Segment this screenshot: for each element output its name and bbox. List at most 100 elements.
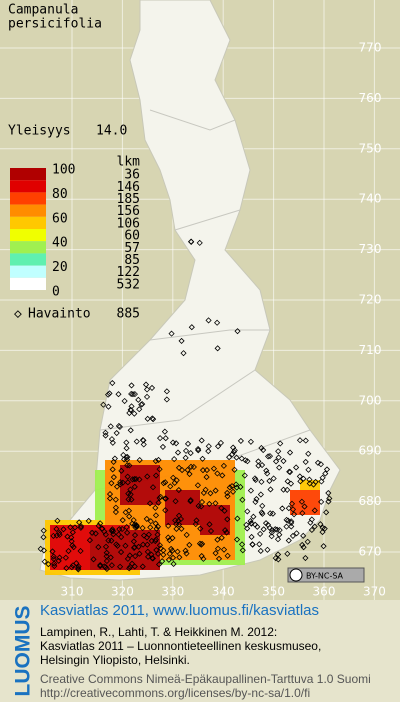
observation-marker (302, 554, 309, 562)
observation-marker (62, 554, 69, 561)
observation-marker (73, 560, 80, 567)
observation-marker (63, 565, 70, 572)
observation-marker (127, 427, 134, 434)
observation-marker (195, 447, 202, 454)
license-line: http://creativecommons.org/licenses/by-n… (40, 686, 310, 700)
observation-marker (317, 521, 324, 528)
observation-marker (40, 534, 47, 541)
observation-marker (89, 529, 96, 536)
observation-marker (135, 543, 142, 550)
y-axis-label: 670 (359, 545, 382, 559)
observation-marker (133, 522, 140, 529)
y-axis-label: 760 (359, 91, 382, 105)
observation-marker (53, 525, 60, 533)
observation-marker (231, 466, 238, 473)
observation-marker (175, 486, 182, 494)
labels: Campanula persicifolia Yleisyys 14.0 lkm… (8, 3, 386, 599)
legend-count: 122 (117, 265, 140, 280)
observation-marker (288, 500, 296, 507)
observation-marker (308, 526, 315, 534)
observation-marker (152, 457, 159, 465)
observation-marker (248, 533, 255, 541)
observation-marker (101, 528, 108, 535)
observation-count: 885 (117, 307, 140, 322)
observations (37, 238, 333, 573)
observation-marker (184, 466, 191, 474)
observation-marker (126, 552, 133, 559)
observation-marker (318, 498, 325, 505)
observation-marker (268, 533, 275, 540)
observation-marker (323, 466, 331, 473)
observation-marker (170, 560, 177, 568)
observation-marker (283, 516, 290, 523)
observation-marker (97, 561, 104, 569)
border (149, 329, 270, 341)
observation-marker (56, 529, 63, 536)
observation-marker (105, 391, 112, 398)
observation-marker (207, 527, 215, 535)
observation-marker (152, 512, 160, 519)
observation-marker (215, 443, 222, 450)
observation-marker (139, 524, 146, 532)
legend-count: 36 (124, 168, 140, 183)
observation-marker (117, 479, 124, 486)
legend-swatch (10, 229, 46, 242)
legend-swatch (10, 216, 46, 229)
observation-marker (162, 435, 169, 442)
observation-marker (37, 545, 44, 552)
x-axis-label: 340 (212, 585, 235, 599)
observation-marker (228, 483, 236, 490)
observation-marker (155, 456, 162, 464)
observation-marker (124, 462, 131, 469)
observation-marker (140, 532, 148, 539)
observation-marker (124, 529, 131, 536)
observation-marker (238, 455, 245, 462)
observation-marker (75, 566, 82, 573)
observation-marker (149, 555, 157, 562)
observation-marker (300, 544, 307, 551)
observation-marker (64, 533, 71, 540)
observation-marker (223, 529, 230, 536)
observation-marker (205, 317, 212, 324)
observation-marker (129, 391, 137, 398)
observation-marker (147, 524, 154, 531)
observation-marker (269, 510, 276, 517)
observation-marker (212, 500, 219, 507)
observation-marker (166, 550, 173, 557)
observation-marker (144, 473, 151, 480)
observation-marker (239, 496, 246, 503)
legend-percent: 20 (52, 260, 68, 275)
observation-marker (196, 540, 204, 547)
observation-marker (258, 478, 265, 485)
observation-marker (131, 410, 138, 417)
observation-marker (212, 550, 219, 557)
observation-marker (142, 381, 150, 388)
observation-marker (237, 437, 244, 444)
observation-marker (102, 429, 109, 436)
observation-marker (102, 564, 109, 571)
observation-marker (74, 564, 82, 572)
observation-marker (76, 519, 83, 526)
legend-count: 156 (117, 204, 140, 219)
observation-marker (280, 457, 287, 465)
observation-marker (114, 542, 121, 549)
y-axis-label: 750 (359, 141, 382, 155)
observation-marker (214, 536, 221, 543)
observation-marker (136, 457, 143, 464)
y-axis-label: 690 (359, 444, 382, 458)
observation-marker (155, 550, 162, 557)
observation-marker (311, 507, 318, 514)
observation-marker (224, 493, 231, 500)
badge-text: BY-NC-SA (306, 572, 344, 581)
observation-marker (239, 547, 246, 554)
legend-count: 57 (124, 241, 140, 256)
observation-marker (133, 438, 140, 445)
observation-marker (147, 518, 154, 525)
observation-marker (302, 437, 309, 444)
observation-marker (103, 549, 110, 556)
observation-marker (198, 498, 206, 506)
observation-marker (140, 441, 147, 448)
observation-marker (220, 546, 228, 553)
observation-marker (131, 476, 138, 483)
